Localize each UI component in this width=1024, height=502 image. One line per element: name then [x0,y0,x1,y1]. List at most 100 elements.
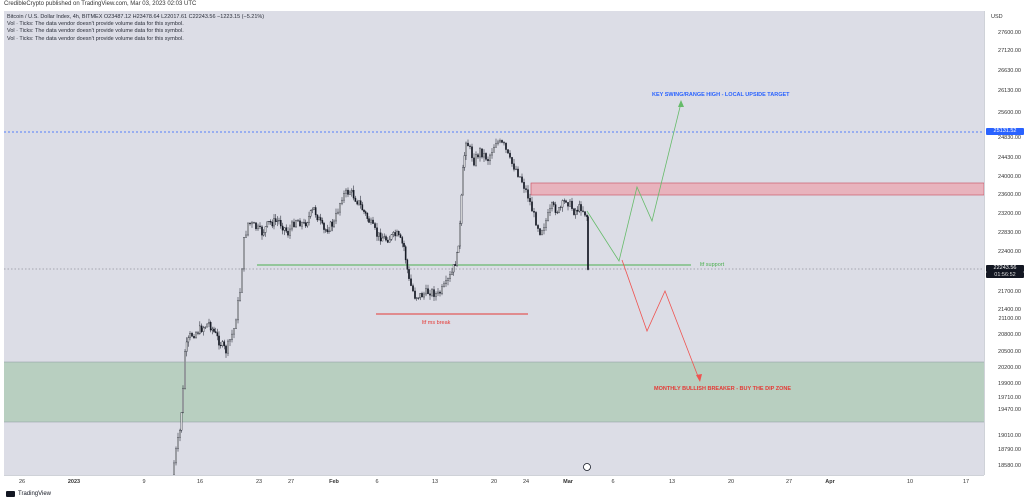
candle-body [397,231,400,235]
candle-body [571,200,573,209]
candlestick-series[interactable] [173,138,589,475]
time-tick-label: 6 [611,479,615,485]
candle-body [301,222,303,227]
candle-body [316,214,319,221]
price-tick-label: 19900.00 [998,381,1021,387]
candle-body [314,207,317,216]
candle-body [491,152,493,156]
candle-body [580,204,582,212]
candle-body [408,269,410,279]
candle-body [180,412,183,431]
candle-body [487,159,489,162]
publisher-line: CredibleCrypto published on TradingView.… [4,1,197,7]
bearish-projection-path[interactable] [621,259,700,380]
candle-body [189,333,191,338]
replay-icon[interactable] [583,463,591,471]
candle-body [556,212,559,214]
bullish-projection-path[interactable] [586,102,682,263]
candle-body [511,157,513,164]
candle-body [558,207,560,213]
key-swing-annotation[interactable]: KEY SWING/RANGE HIGH - LOCAL UPSIDE TARG… [652,92,790,98]
candle-body [396,231,398,237]
candle-body [457,245,460,253]
candle-body [193,336,195,339]
candle-body [333,220,335,227]
candle-body [576,209,579,212]
candle-body [383,236,386,239]
chart-canvas[interactable]: Bitcoin / U.S. Dollar Index, 4h, BITMEX … [4,11,984,475]
candle-body [435,293,437,297]
candle-body [204,326,207,329]
time-tick-label: 27 [785,479,793,485]
candle-body [554,204,557,213]
candle-body [573,208,575,215]
bearish-arrow-head [696,374,702,382]
symbol-legend[interactable]: Bitcoin / U.S. Dollar Index, 4h, BITMEX … [7,14,265,20]
candle-body [578,204,581,212]
candle-body [359,200,362,205]
price-tick-label: 19010.00 [998,433,1021,439]
candle-body [239,292,241,301]
time-axis[interactable]: 26 2023 9 16 23 27 Feb 6 13 20 24 Mar 6 13 20 27 Apr 10 17 [4,475,984,489]
time-tick-label: 23 [255,479,263,485]
candle-body [175,448,177,464]
candle-body [489,154,491,162]
candle-body [401,237,404,244]
candle-body [356,201,359,205]
candle-body [182,388,184,413]
candle-body [237,300,239,321]
candle-body [431,289,433,296]
time-tick-label: 26 [18,479,26,485]
candle-body [321,220,324,224]
price-axis[interactable]: USD 27600.00 27120.00 26630.00 26130.00 2560… [984,11,1024,475]
candle-body [363,209,365,212]
bar-countdown-tag: 01:56:52 [986,272,1024,278]
candle-body [507,149,509,154]
candle-body [497,141,499,144]
candle-body [295,220,297,228]
volume-legend: Vol · Ticks: The data vendor doesn't pro… [7,35,184,42]
candle-body [565,200,567,203]
candle-body [227,340,229,354]
candle-body [306,222,309,227]
candle-body [567,202,569,207]
candle-body [349,191,351,195]
candle-body [351,189,353,193]
volume-legend: Vol · Ticks: The data vendor doesn't pro… [7,28,184,35]
candle-body [313,207,315,210]
ltf-support-annotation[interactable]: ltf support [700,262,725,268]
candle-body [469,145,471,147]
price-chart[interactable] [4,11,984,475]
candle-body [388,239,391,243]
candle-body [423,293,425,298]
candle-body [368,218,370,223]
candle-body [561,200,564,208]
resistance-zone[interactable] [530,182,984,196]
candle-body [403,243,405,247]
candle-body [452,264,455,273]
candle-body [439,291,441,294]
price-tick-label: 26130.00 [998,88,1021,94]
candle-body [549,208,551,213]
candle-body [414,290,416,299]
candle-body [264,226,267,233]
ltf-ms-break-annotation[interactable]: ltf ms break [422,320,451,326]
candle-body [308,216,310,223]
monthly-zone-annotation[interactable]: MONTHLY BULLISH BREAKER - BUY THE DIP ZO… [654,386,792,392]
monthly-bullish-breaker-zone[interactable] [4,362,984,422]
candle-body [406,259,409,270]
candle-body [255,222,257,230]
candle-body [347,189,349,195]
candle-body [257,225,259,230]
candle-body [297,220,299,222]
time-tick-label: Apr [825,479,835,485]
candle-body [173,462,175,475]
price-tick-label: 23600.00 [998,192,1021,198]
candle-body [379,232,382,242]
candle-body [465,142,467,156]
candle-body [387,239,389,243]
candle-body [318,217,320,221]
price-tick-label: 21100.00 [998,316,1021,322]
candle-body [341,199,343,204]
price-tick-label: 21700.00 [998,289,1021,295]
